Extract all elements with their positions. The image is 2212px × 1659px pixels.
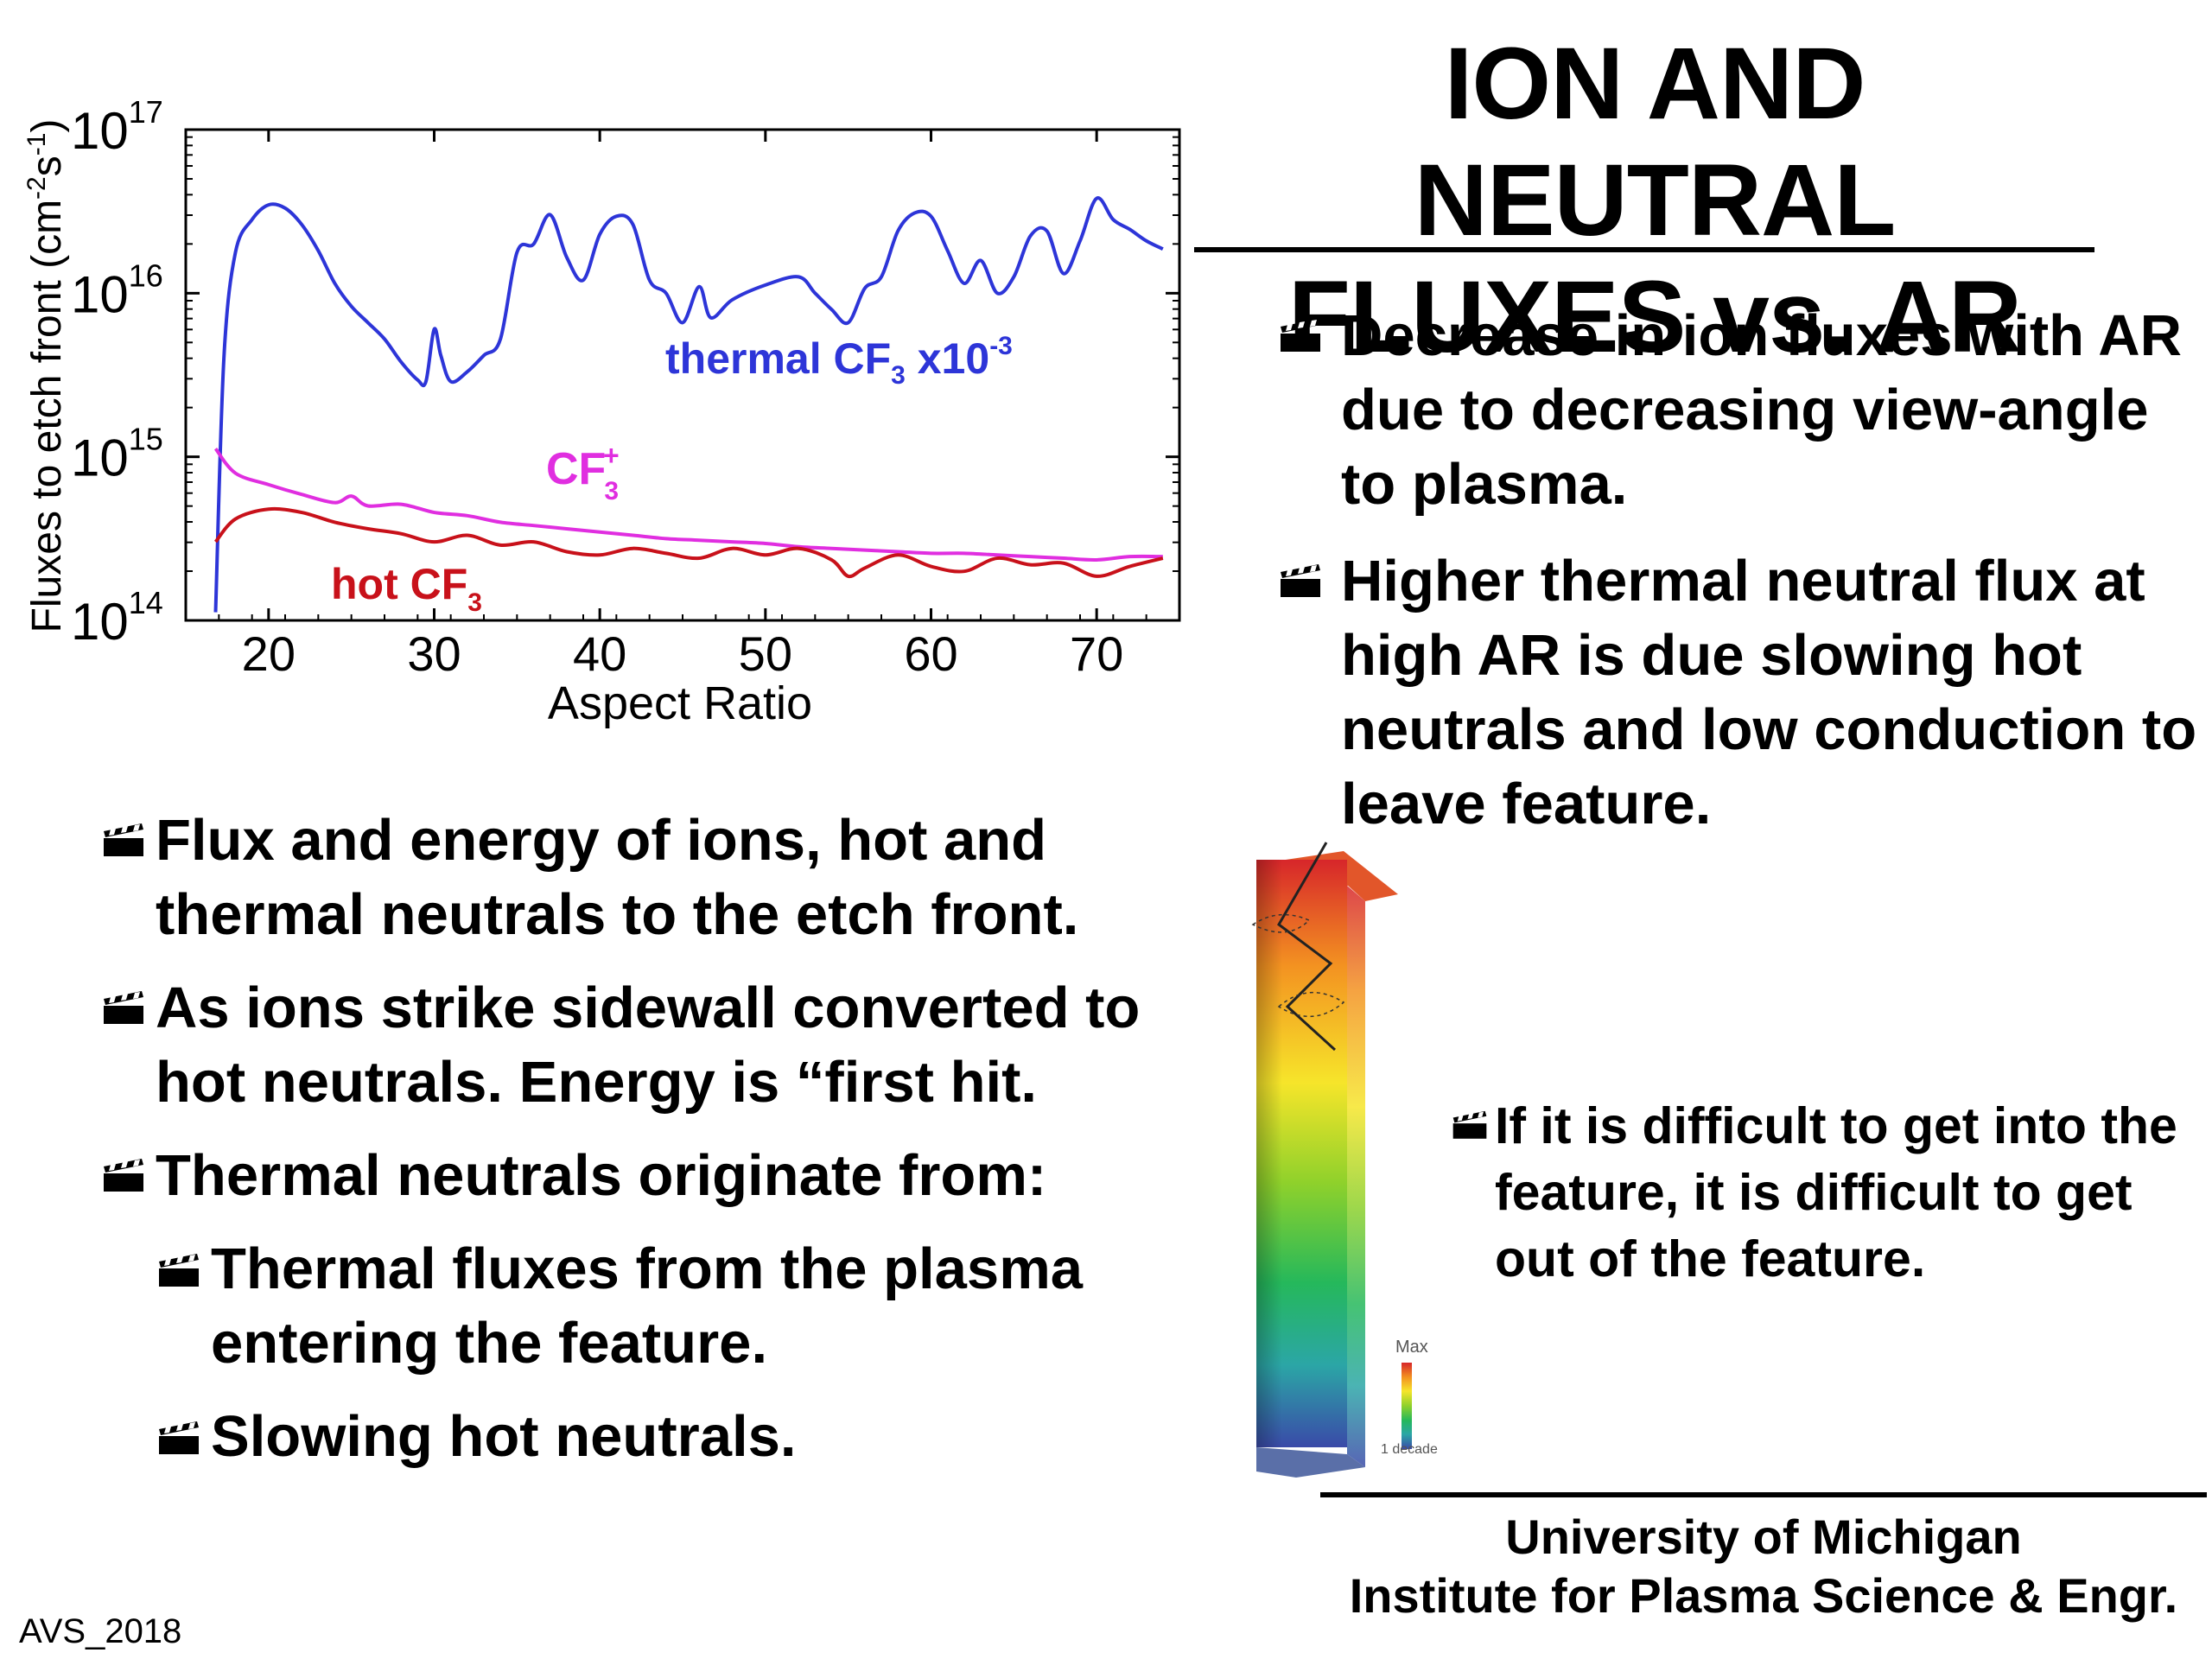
feature-side-wall [1347,886,1365,1467]
bullet-text: As ions strike sidewall converted to hot… [156,976,1141,1115]
flux-chart: 20 30 40 50 60 70 1014 1015 1016 1017 Aspect Rat… [22,94,1181,729]
slide-title: ION AND NEUTRAL FLUXES vs. AR [1197,26,2113,376]
x-tick-label: 40 [573,626,626,681]
conference-tag: AVS_2018 [19,1612,182,1650]
bullet-item: As ions strike sidewall converted to hot… [102,971,1217,1120]
bullet-text: Higher thermal neutral flux at high AR i… [1341,549,2197,836]
y-tick-label: 1015 [71,422,163,487]
y-axis-label: Fluxes to etch front (cm-2s-1) [22,119,70,633]
scatter-cone-2 [1277,992,1345,1017]
clapperboard-icon [157,1251,200,1287]
y-tick-label: 1016 [71,257,163,323]
clapperboard-icon [1452,1109,1488,1140]
sub-bullet-item: Slowing hot neutrals. [157,1400,1217,1474]
series-line-hot [213,506,1164,579]
clapperboard-icon [102,821,145,857]
x-tick-label: 30 [407,626,461,681]
footer-line-2: Institute for Plasma Science & Engr. [1349,1568,2178,1623]
clapperboard-icon [102,1156,145,1192]
sub-bullet-item: Thermal fluxes from the plasma entering … [157,1232,1217,1381]
scatter-cone-1 [1251,913,1311,933]
bullet-item: Flux and energy of ions, hot and thermal… [102,804,1217,952]
left-bullet-list: Flux and energy of ions, hot and thermal… [102,804,1217,1493]
legend-min-label: 1 decade [1381,1442,1438,1457]
series-label-ion: CF3+ [546,440,620,505]
bullet-text: Thermal neutrals originate from: [156,1143,1047,1208]
y-tick-label: 1017 [71,94,163,160]
clapperboard-icon [1279,316,1322,353]
bullet-text: Thermal fluxes from the plasma entering … [211,1236,1084,1376]
y-tick-labels: 1014 1015 1016 1017 [71,94,163,651]
x-tick-label: 50 [739,626,792,681]
legend-colorbar [1402,1363,1412,1449]
footer-affiliation: University of Michigan Institute for Pla… [1320,1508,2207,1625]
series-line-thermal [213,196,1164,613]
bullet-item: Higher thermal neutral flux at high AR i… [1279,544,2212,842]
bullet-text: Flux and energy of ions, hot and thermal… [156,808,1079,947]
title-line-1: ION AND NEUTRAL [1414,27,1897,257]
legend-max-label: Max [1395,1338,1428,1357]
bullet-item: Thermal neutrals originate from: [102,1139,1217,1213]
footer-line-1: University of Michigan [1505,1510,2022,1564]
series-label-thermal: thermal CF3 x10-3 [665,332,1013,390]
bullet-text: Decrease in ion fluxes with AR due to de… [1341,303,2183,517]
bullet-item: Decrease in ion fluxes with AR due to de… [1279,299,2212,522]
title-rule [1194,247,2094,252]
title-line-2: FLUXES vs. AR [1287,260,2022,374]
x-tick-labels: 20 30 40 50 60 70 [242,626,1124,681]
x-tick-label: 60 [904,626,957,681]
bullet-text: Slowing hot neutrals. [211,1404,797,1469]
series-layer [213,196,1164,613]
series-label-hot: hot CF3 [331,560,482,617]
clapperboard-icon [157,1419,200,1455]
axis-ticks [185,128,1180,622]
bullet-text: If it is difficult to get into the featu… [1495,1097,2177,1287]
x-axis-label: Aspect Ratio [548,677,812,729]
feature-wall-shade [1256,860,1282,1447]
feature-simulation-image: Max 1 decade [1251,842,1438,1478]
particle-trajectory [1277,842,1337,1052]
x-tick-label: 70 [1070,626,1123,681]
footer-rule [1320,1492,2207,1497]
feature-bullet-list: If it is difficult to get into the featu… [1452,1093,2212,1293]
right-bullet-list: Decrease in ion fluxes with AR due to de… [1279,299,2212,864]
clapperboard-icon [1279,562,1322,598]
y-tick-label: 1014 [71,585,163,651]
feature-bottom [1256,1447,1365,1478]
clapperboard-icon [102,988,145,1025]
x-tick-label: 20 [242,626,296,681]
series-line-ion [213,447,1163,562]
bullet-item: If it is difficult to get into the featu… [1452,1093,2212,1293]
